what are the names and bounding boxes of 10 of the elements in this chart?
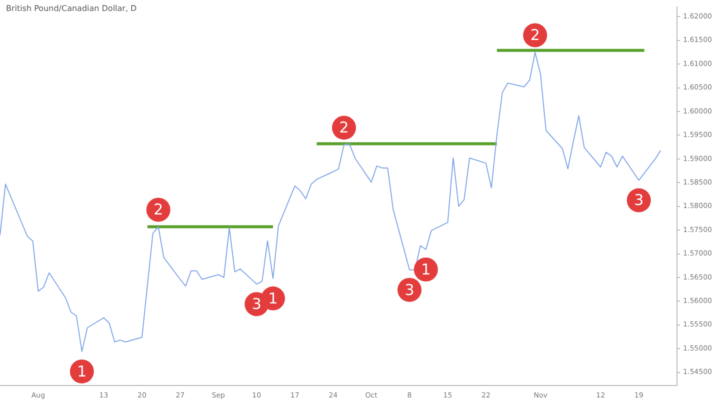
annotation: 1 (268, 289, 278, 308)
chart-title: British Pound/Canadian Dollar, D (6, 4, 137, 13)
annotation: 3 (634, 191, 644, 210)
annotation: 2 (154, 200, 164, 219)
annotation: 2 (530, 26, 540, 44)
annotation: 1 (77, 362, 87, 380)
annotation: 1 (421, 260, 431, 278)
annotation: 3 (404, 280, 414, 299)
annotation: 2 (339, 118, 349, 137)
annotation: 3 (252, 295, 262, 314)
